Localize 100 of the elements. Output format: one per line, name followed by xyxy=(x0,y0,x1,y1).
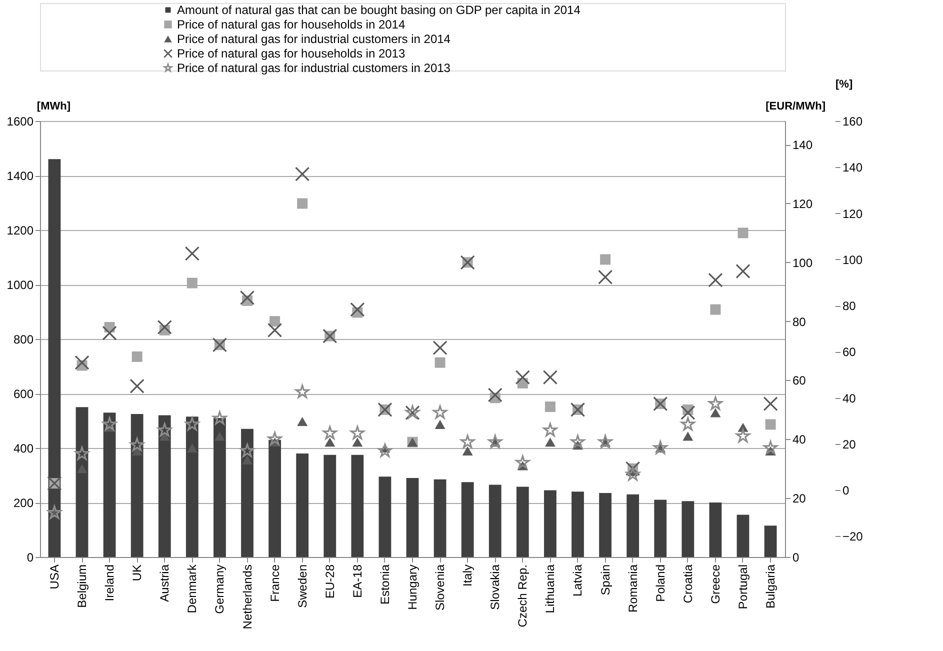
point xyxy=(240,290,255,306)
x-tick-label: Poland xyxy=(653,564,668,602)
x-tick-label: Portugal xyxy=(736,564,750,610)
point xyxy=(736,428,750,442)
bar xyxy=(130,414,144,557)
point xyxy=(764,440,778,454)
y-tick-label: 400 xyxy=(13,442,34,456)
bar xyxy=(103,412,116,557)
x-tick-label: Belgium xyxy=(75,564,89,608)
point xyxy=(186,443,198,453)
point xyxy=(185,417,200,431)
x-tick-label: Greece xyxy=(708,564,722,604)
point xyxy=(242,455,252,464)
point xyxy=(75,446,89,460)
bar xyxy=(654,500,667,557)
y3-tick-label: 160 xyxy=(842,114,863,128)
point xyxy=(516,455,530,469)
y3-tick-label: 80 xyxy=(842,299,856,314)
point xyxy=(570,434,585,448)
bar xyxy=(544,490,556,557)
bar xyxy=(764,526,777,557)
y2-tick-label: 20 xyxy=(792,492,806,506)
point xyxy=(132,351,142,362)
x-tick-label: France xyxy=(268,564,282,602)
x-tick-label: Estonia xyxy=(378,564,392,605)
point xyxy=(240,444,254,458)
y-tick-label: 600 xyxy=(13,387,34,401)
point xyxy=(738,228,748,238)
x-tick-label: Austria xyxy=(158,564,172,602)
y-tick-label: 800 xyxy=(13,332,34,346)
point xyxy=(186,278,198,288)
point xyxy=(543,423,558,436)
point xyxy=(214,432,225,441)
y2-tick-label: 40 xyxy=(792,432,806,447)
y-tick-label: 1200 xyxy=(6,224,34,238)
point xyxy=(297,416,308,426)
y3-tick-label: 20 xyxy=(842,437,856,452)
point xyxy=(434,357,446,368)
point xyxy=(462,446,473,456)
point xyxy=(159,432,170,441)
point xyxy=(324,438,336,447)
y2-tick-label: 120 xyxy=(792,196,813,211)
point xyxy=(76,464,88,474)
point xyxy=(515,370,530,385)
y2-tick-label: 100 xyxy=(792,256,813,270)
point xyxy=(212,411,227,425)
bar xyxy=(378,476,392,557)
y-axis-title: [MWh] xyxy=(36,100,71,112)
x-tick-label: Slovenia xyxy=(433,564,448,611)
bar xyxy=(736,514,750,557)
y2-tick-label: 80 xyxy=(792,314,806,329)
x-tick-label: Spain xyxy=(598,564,612,596)
legend-label: Price of natural gas for households in 2013 xyxy=(177,46,406,60)
y-tick-label: 1600 xyxy=(6,114,34,128)
point xyxy=(102,326,117,340)
x-tick-label: UK xyxy=(130,564,144,582)
y-tick-label: 200 xyxy=(13,496,34,510)
point xyxy=(626,467,640,481)
point xyxy=(378,444,392,458)
point xyxy=(680,405,696,420)
y3-tick-label: 120 xyxy=(842,206,863,221)
point xyxy=(708,272,723,288)
bar xyxy=(626,494,640,557)
point xyxy=(47,505,62,519)
x-tick-label: EU-28 xyxy=(322,564,337,599)
bar xyxy=(351,454,364,557)
point xyxy=(710,304,721,315)
point xyxy=(433,405,448,419)
x-tick-label: Netherlands xyxy=(240,564,254,630)
x-tick-label: Hungary xyxy=(406,564,420,610)
legend-label: Price of natural gas for households in 2014 xyxy=(177,18,406,32)
y2-tick-label: 60 xyxy=(792,374,806,388)
y3-tick-label: 60 xyxy=(842,345,856,360)
point xyxy=(434,420,446,429)
bar xyxy=(461,482,474,557)
bar xyxy=(296,453,309,557)
point xyxy=(102,417,117,431)
point xyxy=(157,320,172,335)
point xyxy=(350,302,365,317)
x-tick-label: USA xyxy=(47,564,62,590)
bar xyxy=(48,159,61,557)
point xyxy=(763,396,778,412)
legend-label: Price of natural gas for industrial customers in 2014 xyxy=(177,32,451,46)
legend-label: Amount of natural gas that can be bought basing on GDP per capita in 2014 xyxy=(177,3,581,17)
point xyxy=(297,198,308,209)
point xyxy=(598,270,613,284)
point xyxy=(544,402,556,412)
x-tick-label: Sweden xyxy=(295,564,310,608)
y-tick-label: 1000 xyxy=(6,278,34,292)
point xyxy=(460,434,475,448)
point xyxy=(488,434,502,448)
point xyxy=(710,408,721,418)
y3-tick-label: −20 xyxy=(842,530,864,544)
point xyxy=(74,355,90,370)
point xyxy=(653,440,668,454)
point xyxy=(488,388,502,402)
bar xyxy=(158,415,171,557)
x-tick-label: Latvia xyxy=(570,564,585,597)
y-tick-label: 0 xyxy=(26,550,34,564)
y3-tick-label: 100 xyxy=(842,252,863,267)
